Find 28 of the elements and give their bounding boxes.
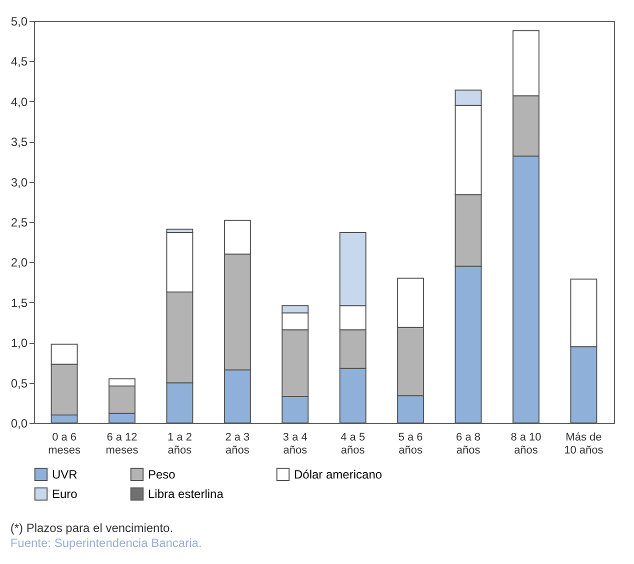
legend-label: Euro [52,487,78,501]
y-tick-label: 2,5 [10,216,28,230]
y-tick-label: 4,5 [10,54,28,69]
x-tick-label: 6 a 12 meses [106,432,139,456]
x-tick-label: 1 a 2 años [167,432,192,456]
y-tick-label: 4,0 [10,94,28,109]
legend-label: Dólar americano [294,467,382,482]
source-note: Fuente: Superintendencia Bancaria. [10,536,202,550]
y-tick-label: 3,0 [10,175,28,190]
x-tick-label: 8 a 10 años [510,432,542,456]
y-tick-label: 1,5 [10,296,28,310]
text: (*) Plazos para el vencimiento. [10,521,174,535]
x-tick-label: 4 a 5 años [340,432,366,456]
y-tick-label: 0,0 [10,416,28,430]
legend-label: Libra esterlina [148,487,224,501]
x-tick-label: Más de 10 años [564,432,604,456]
y-tick-label: 2,0 [10,256,28,270]
x-tick-label: 6 a 8 años [456,432,481,456]
legend-label: Peso [148,467,176,482]
y-tick-label: 5,0 [10,14,28,28]
x-tick-label: 3 a 4 años [282,432,308,456]
y-tick-label: 0,5 [10,376,28,390]
x-tick-label: 0 a 6 meses [48,432,81,456]
x-tick-label: 5 a 6 años [398,432,423,456]
x-tick-label: 2 a 3 años [225,432,250,456]
y-tick-label: 1,0 [10,336,28,350]
legend-label: UVR [52,467,78,482]
y-tick-label: 3,5 [10,135,28,150]
